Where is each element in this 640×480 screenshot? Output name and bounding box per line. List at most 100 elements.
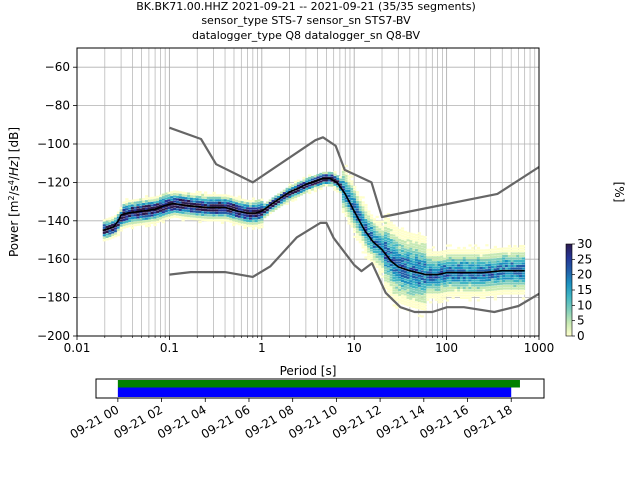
ppsd-cell (341, 200, 346, 204)
ppsd-cell (409, 267, 413, 270)
ppsd-cell (488, 276, 492, 279)
ppsd-cell (409, 287, 413, 290)
ppsd-cell (448, 249, 452, 252)
ppsd-cell (403, 238, 407, 241)
ppsd-cell (521, 267, 526, 270)
ppsd-cell (372, 228, 377, 231)
ppsd-cell (412, 253, 416, 256)
ppsd-cell (445, 279, 450, 282)
ppsd-cell (192, 217, 196, 221)
ppsd-cell (347, 219, 351, 223)
ppsd-cell (502, 274, 506, 278)
ppsd-cell (457, 249, 461, 252)
ppsd-cell (490, 286, 495, 289)
ppsd-cell (474, 254, 478, 257)
ppsd-cell (215, 216, 219, 219)
ppsd-cell (392, 229, 396, 232)
ppsd-cell (507, 284, 512, 288)
ppsd-cell (220, 209, 225, 212)
ppsd-cell (209, 214, 213, 217)
ppsd-cell (471, 251, 475, 255)
ppsd-cell (440, 300, 444, 303)
ppsd-cell (251, 219, 256, 223)
ppsd-cell (364, 233, 368, 237)
ppsd-cell (502, 292, 506, 295)
colorbar-tick-label: 5 (577, 314, 585, 328)
ppsd-cell (378, 265, 382, 268)
ppsd-cell (271, 207, 275, 210)
ppsd-cell (243, 214, 247, 217)
ppsd-cell (159, 194, 163, 197)
ppsd-cell (437, 278, 441, 281)
ppsd-cell (333, 183, 337, 186)
colorbar-tick-label: 0 (577, 329, 585, 343)
ppsd-cell (504, 272, 509, 275)
ppsd-cell (459, 269, 464, 272)
ppsd-cell (372, 243, 377, 246)
ppsd-cell (147, 224, 151, 227)
ppsd-cell (426, 256, 430, 259)
ppsd-cell (161, 203, 166, 206)
ppsd-cell (507, 264, 512, 268)
ppsd-cell (150, 221, 154, 224)
ppsd-cell (212, 201, 216, 204)
ppsd-cell (355, 228, 360, 231)
ppsd-cell (417, 304, 422, 307)
ppsd-cell (409, 240, 413, 243)
ppsd-cell (220, 194, 225, 197)
ppsd-cell (392, 276, 396, 280)
ppsd-cell (434, 286, 438, 289)
ppsd-cell (488, 261, 492, 264)
ppsd-cell (116, 221, 121, 224)
colorbar-label: [%] (612, 182, 626, 203)
ppsd-cell (232, 216, 236, 219)
ppsd-cell (516, 257, 520, 260)
ppsd-cell (249, 200, 253, 203)
ppsd-cell (299, 190, 303, 194)
ppsd-cell (409, 302, 413, 305)
ppsd-cell (271, 204, 275, 208)
ppsd-cell (159, 214, 163, 217)
ppsd-cell (364, 246, 368, 249)
ppsd-cell (468, 254, 472, 257)
ppsd-cell (431, 283, 436, 286)
ppsd-cell (116, 223, 121, 227)
ppsd-cell (504, 287, 509, 290)
ppsd-cell (400, 294, 405, 297)
ppsd-cell (485, 294, 489, 297)
ppsd-cell (294, 183, 298, 186)
ppsd-cell (192, 200, 196, 203)
ppsd-cell (409, 285, 413, 288)
ppsd-cell (378, 245, 382, 248)
ppsd-cell (443, 277, 447, 280)
ppsd-cell (412, 248, 416, 251)
ppsd-cell (353, 205, 357, 208)
ppsd-cell (482, 266, 486, 270)
ppsd-cell (459, 249, 464, 252)
ppsd-cell (398, 243, 402, 247)
ppsd-cell (406, 239, 410, 242)
ppsd-cell (443, 290, 447, 293)
ppsd-cell (164, 210, 168, 213)
ppsd-cell (319, 175, 323, 178)
ppsd-cell (414, 256, 419, 259)
ppsd-cell (386, 232, 391, 236)
ppsd-cell (521, 249, 526, 253)
ppsd-cell (392, 274, 396, 277)
ppsd-cell (237, 195, 241, 198)
ppsd-cell (350, 182, 354, 186)
ppsd-cell (406, 301, 410, 304)
ppsd-cell (406, 246, 410, 249)
ppsd-cell (229, 198, 233, 201)
ppsd-cell (398, 271, 402, 274)
ppsd-cell (476, 291, 481, 294)
ppsd-cell (412, 283, 416, 286)
ppsd-cell (136, 208, 140, 211)
ppsd-cell (519, 287, 523, 290)
ppsd-cell (445, 289, 450, 292)
ppsd-cell (516, 259, 520, 263)
ppsd-cell (392, 254, 396, 257)
ppsd-cell (375, 265, 379, 268)
ppsd-cell (434, 283, 438, 286)
ppsd-cell (355, 225, 360, 229)
